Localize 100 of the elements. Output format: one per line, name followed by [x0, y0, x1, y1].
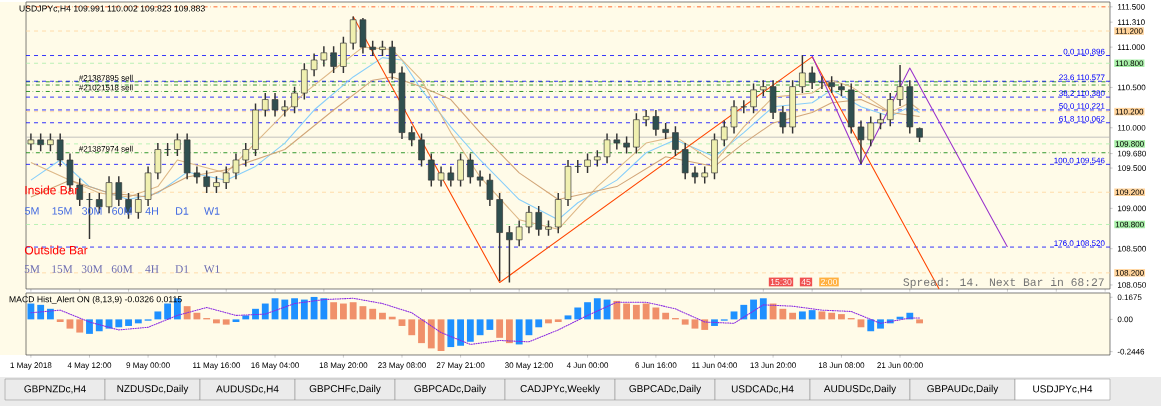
x-tick-label: 18 Jun 08:00: [818, 362, 865, 369]
y-tick-label: -0.2446: [1117, 348, 1145, 355]
y-tick-label: 111.310: [1117, 19, 1145, 25]
candlestick: [769, 79, 777, 120]
bar: [398, 319, 406, 326]
candlestick: [652, 109, 660, 137]
bar: [466, 319, 474, 342]
bar: [291, 298, 298, 320]
ref-line-label: 176.0 108.520: [1054, 240, 1105, 247]
bar: [222, 319, 230, 325]
annotation: 60M: [111, 265, 133, 273]
candlestick: [232, 152, 240, 181]
bar: [486, 319, 494, 330]
x-tick-label: 13 Jun 20:00: [750, 362, 796, 369]
candlestick: [115, 175, 123, 207]
bar: [476, 319, 484, 336]
x-tick-label: 4 May 12:00: [67, 362, 112, 370]
candlestick: [486, 172, 494, 207]
bar: [759, 298, 767, 320]
bar: [447, 319, 455, 348]
bar: [427, 319, 435, 349]
text: AUDUSDc,H4: [216, 385, 279, 394]
candlestick: [222, 165, 230, 190]
annotation: 4H: [145, 207, 158, 215]
text: GBPCHFc,Daily: [309, 384, 381, 395]
candlestick: [271, 92, 279, 118]
bar: [76, 319, 84, 333]
bar: [808, 310, 816, 320]
text: USDCADc,H4: [731, 385, 794, 394]
bar: [545, 319, 552, 324]
text: NZDUSDc,Daily: [117, 384, 189, 395]
text: USDJPYc,H4: [1033, 385, 1093, 394]
ref-line-label: 0.0 110.896: [1063, 48, 1105, 55]
x-tick-label: 11 Jun 04:00: [692, 362, 737, 369]
annotation: 45: [801, 278, 811, 286]
bar: [418, 319, 425, 344]
bar: [56, 319, 64, 323]
bar: [232, 319, 240, 323]
candlestick: [506, 225, 513, 284]
annotation: D1: [176, 207, 189, 215]
bar: [496, 319, 504, 338]
candlestick: [388, 39, 396, 81]
bar: [125, 319, 132, 326]
text: GBPNZDc,H4: [24, 385, 86, 394]
bar: [369, 308, 377, 320]
x-tick-label: 18 May 20:00: [319, 362, 368, 370]
annotation: 30M: [81, 265, 103, 273]
ref-line-label: #21387974 sell: [78, 145, 133, 152]
ref-line-label: #21387895 sell: [78, 74, 133, 81]
x-tick-label: 9 May 00:00: [126, 362, 170, 370]
bar: [593, 298, 601, 320]
candlestick: [603, 132, 611, 164]
y-tick-label: 109.000: [1117, 205, 1146, 212]
bar: [300, 299, 308, 320]
ref-line-label: 61.8 110.062: [1059, 116, 1105, 122]
bar: [134, 319, 142, 324]
y-tick-label: 110.500: [1117, 84, 1146, 91]
y-tick-label: 111.500: [1117, 4, 1145, 10]
bar: [27, 303, 35, 320]
annotation: 15M: [52, 207, 72, 215]
y-tick-label: 109.680: [1117, 150, 1146, 157]
candlestick: [681, 142, 689, 181]
x-tick-label: 4 Jun 00:00: [566, 362, 609, 369]
bar: [505, 319, 513, 344]
annotation: 15:30: [770, 278, 792, 286]
candlestick: [398, 65, 406, 140]
annotation: D1: [175, 265, 189, 273]
bar: [349, 302, 357, 320]
text: GBPCADc,Daily: [629, 384, 702, 395]
x-tick-label: 21 Jun 00:00: [877, 362, 923, 369]
candlestick: [896, 64, 904, 107]
y-tick-label: 109.500: [1117, 165, 1146, 171]
candlestick: [564, 159, 572, 207]
y-tick-label: 0.1675: [1117, 294, 1142, 301]
candlestick: [476, 169, 484, 188]
candlestick: [144, 165, 152, 207]
ref-line-label: 109.200: [1115, 189, 1144, 196]
candlestick: [691, 165, 699, 185]
candlestick: [359, 17, 367, 55]
chart-title: USDJPYc,H4 109.991 110.002 109.823 109.883: [19, 5, 205, 13]
bar: [691, 319, 699, 329]
y-tick-label: 0.00: [1117, 316, 1133, 323]
bar: [613, 300, 621, 320]
bar: [535, 319, 543, 328]
ref-line-label: 111.200: [1115, 28, 1143, 34]
annotation: 5M: [24, 265, 40, 273]
candlestick: [437, 165, 445, 188]
candlestick: [154, 142, 162, 181]
candlestick: [320, 45, 328, 68]
ref-line-label: 38.2 110.380: [1059, 90, 1105, 97]
x-tick-label: 30 May 12:00: [505, 362, 553, 370]
bar: [193, 312, 201, 320]
ref-line-label: 108.200: [1115, 270, 1144, 276]
bar: [86, 319, 93, 334]
candlestick: [56, 132, 64, 168]
candlestick: [349, 15, 357, 51]
bar: [339, 303, 347, 320]
bar: [281, 299, 289, 320]
ref-line-label: 23.6 110.577: [1059, 74, 1105, 81]
annotation: 4H: [145, 265, 159, 273]
